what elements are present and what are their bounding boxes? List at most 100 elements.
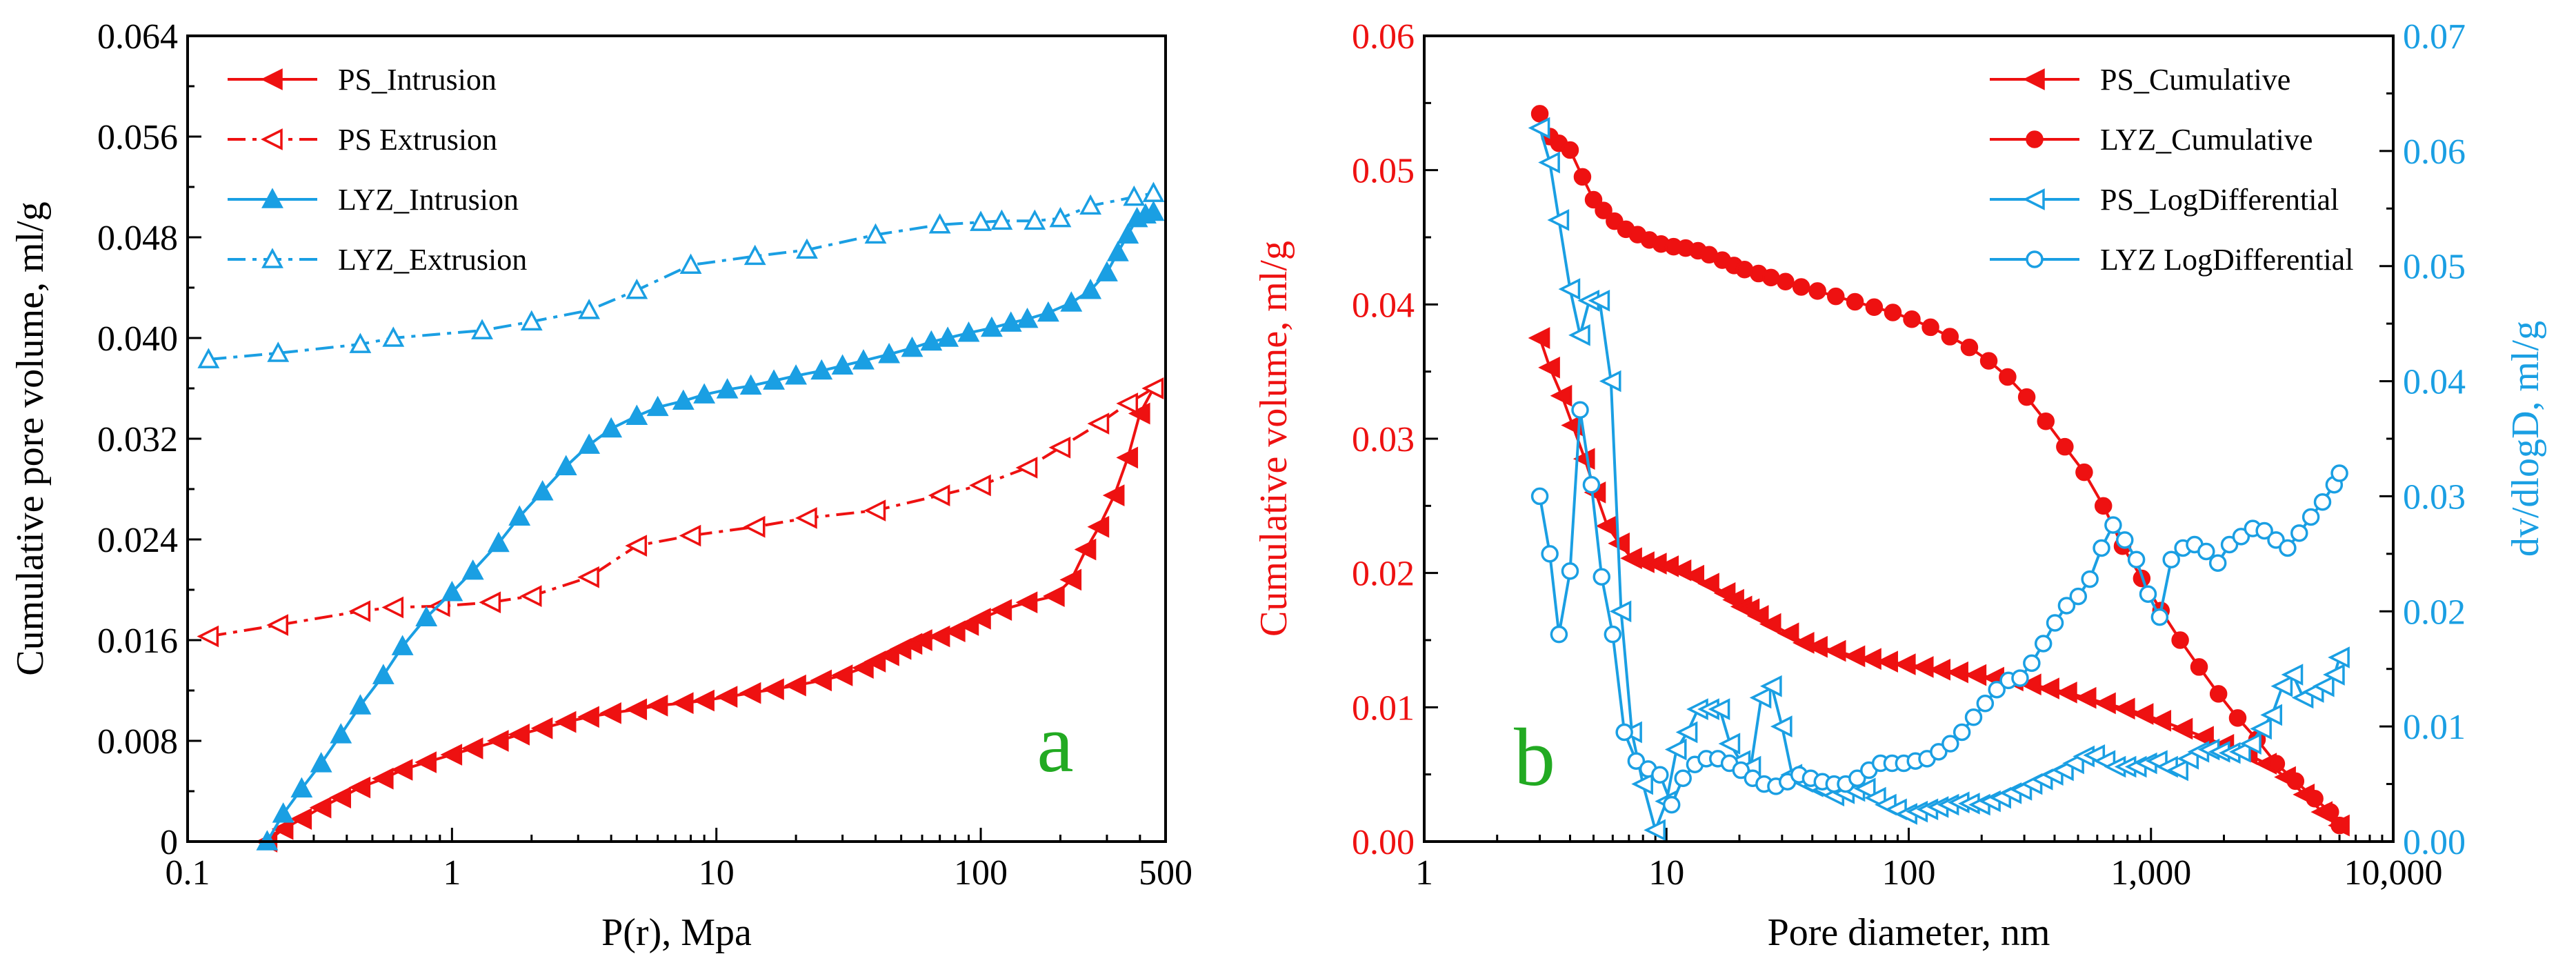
data-point <box>578 299 601 319</box>
data-point <box>957 321 980 342</box>
data-point <box>864 223 887 244</box>
series-ps-cumulative <box>1528 327 2350 837</box>
data-point <box>391 635 414 655</box>
legend-entry-ps-cumulative: PS_Cumulative <box>1990 63 2290 97</box>
data-point <box>2170 717 2193 740</box>
data-point <box>2270 675 2293 697</box>
data-point <box>1547 209 1570 231</box>
data-point <box>679 524 701 547</box>
x-tick-label: 100 <box>1882 853 1936 893</box>
data-point <box>2250 717 2272 740</box>
data-point <box>910 629 932 651</box>
data-point <box>2034 635 2053 653</box>
y-tick-label: 0.024 <box>97 521 178 560</box>
data-point <box>415 606 438 626</box>
data-point <box>1848 769 1866 787</box>
data-point <box>1588 289 1610 312</box>
data-point <box>1561 141 1579 159</box>
data-point <box>266 614 289 636</box>
data-point <box>2267 531 2285 549</box>
data-point <box>1528 117 1550 139</box>
data-point <box>2011 669 2029 687</box>
data-point <box>1116 446 1139 469</box>
data-point <box>2323 664 2345 686</box>
x-tick-label: 100 <box>954 853 1008 893</box>
y-tick-label: 0.056 <box>97 118 178 157</box>
data-point <box>1142 181 1165 202</box>
data-point <box>1735 260 1754 279</box>
data-point <box>1142 200 1165 221</box>
x-tick-label: 1 <box>1415 853 1433 893</box>
data-point <box>2190 658 2208 676</box>
panel-b-right-y-axis-title: dv/dlogD, ml/g <box>2504 321 2547 557</box>
data-point <box>762 678 784 701</box>
data-point <box>1865 298 1884 316</box>
data-point <box>2093 539 2110 557</box>
legend-entry-ps-logdifferential: PS_LogDifferential <box>1990 183 2339 217</box>
data-point <box>1792 278 1810 296</box>
data-point <box>519 585 542 607</box>
legend-marker <box>261 188 283 208</box>
data-point <box>969 474 991 497</box>
data-point <box>428 595 450 617</box>
data-point <box>990 599 1012 622</box>
data-point <box>1087 413 1110 435</box>
legend-entry-lyz-logdifferential: LYZ LogDifferential <box>1990 243 2353 277</box>
data-point <box>2208 554 2227 572</box>
data-point <box>2312 675 2335 697</box>
data-point <box>1976 695 1995 713</box>
data-point <box>1599 370 1621 392</box>
data-point <box>2322 803 2339 821</box>
data-point <box>479 591 501 614</box>
data-point <box>1988 680 2006 699</box>
panel-a-frame <box>186 34 1167 843</box>
data-point <box>2171 631 2189 649</box>
legend-marker <box>2023 68 2045 90</box>
data-point <box>2279 539 2297 557</box>
y2-tick-label: 0.00 <box>2403 823 2466 862</box>
y-tick-label: 0.05 <box>1352 152 1415 191</box>
panel-b-letter: b <box>1514 711 1555 803</box>
data-point <box>715 686 738 708</box>
y-tick-label: 0.06 <box>1352 17 1415 57</box>
data-point <box>1746 605 1769 627</box>
data-point <box>599 702 621 724</box>
data-point <box>810 669 832 692</box>
data-point <box>1708 698 1730 720</box>
data-point <box>785 364 808 385</box>
y2-tick-label: 0.06 <box>2403 132 2466 172</box>
data-point <box>1615 723 1633 742</box>
y-tick-label: 0.01 <box>1352 688 1415 728</box>
data-point <box>600 417 623 438</box>
data-point <box>382 326 405 347</box>
y-tick-label: 0.00 <box>1352 823 1415 862</box>
x-tick-label: 500 <box>1139 853 1192 893</box>
y2-tick-label: 0.04 <box>2403 363 2466 402</box>
y2-tick-label: 0.02 <box>2403 593 2466 632</box>
data-point <box>2281 664 2304 686</box>
data-point <box>1759 675 1782 697</box>
y2-tick-label: 0.07 <box>2403 17 2466 57</box>
data-point <box>2046 614 2064 632</box>
data-point <box>2139 585 2157 604</box>
data-point <box>739 374 762 395</box>
data-point <box>1123 185 1146 206</box>
data-point <box>290 777 313 798</box>
data-point <box>1876 650 1898 673</box>
data-point <box>348 776 371 799</box>
data-point <box>1550 625 1568 644</box>
data-point <box>1921 318 1939 337</box>
data-point <box>349 332 372 353</box>
data-point <box>1074 538 1097 561</box>
data-point <box>1749 686 1772 709</box>
data-point <box>1037 301 1059 322</box>
data-point <box>577 706 599 728</box>
legend-label: PS_Intrusion <box>338 63 497 97</box>
data-point <box>943 620 966 643</box>
data-point <box>920 330 943 351</box>
data-point <box>937 326 959 347</box>
data-point <box>272 802 294 823</box>
y-tick-label: 0.016 <box>97 622 178 661</box>
data-point <box>1571 401 1589 419</box>
